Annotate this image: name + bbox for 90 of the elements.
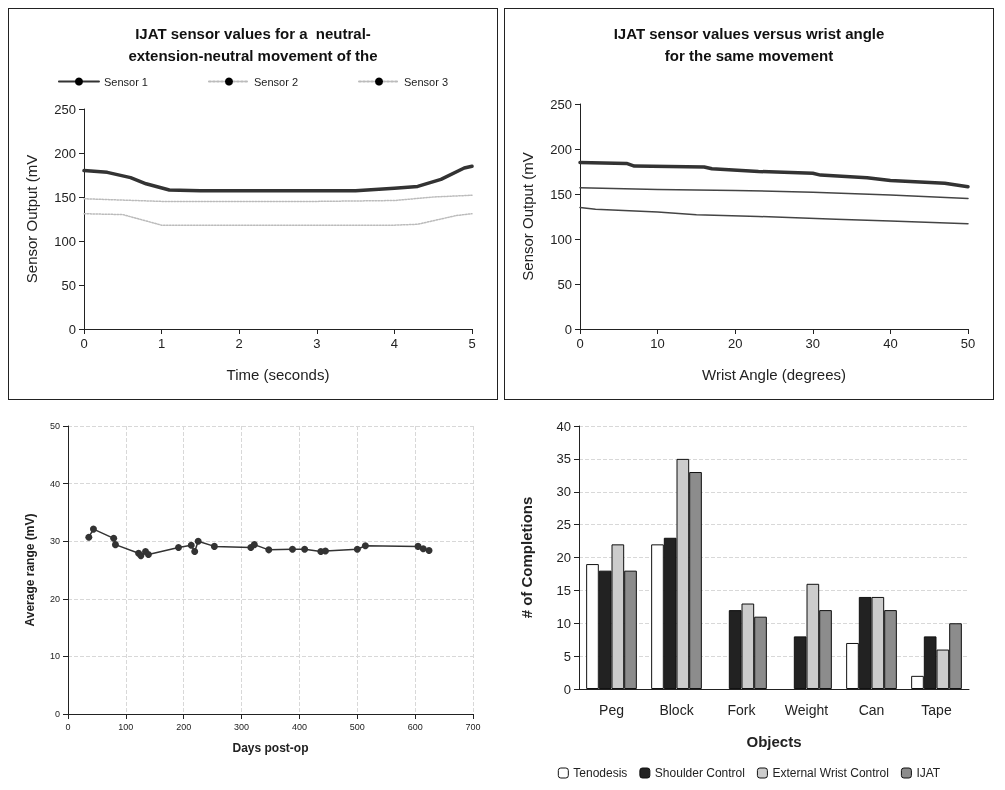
legend-label: Shoulder Control xyxy=(654,766,745,780)
y-tick-label: 40 xyxy=(556,418,571,434)
x-tick-label: 10 xyxy=(650,336,665,351)
x-tick-label: 100 xyxy=(118,721,134,732)
x-tick-label: 2 xyxy=(235,336,243,351)
x-tick-label: 20 xyxy=(727,336,743,351)
y-tick-label: 10 xyxy=(556,615,571,631)
y-tick-label: 50 xyxy=(61,277,76,293)
x-tick-label: Tape xyxy=(921,702,952,718)
legend-label: Tenodesis xyxy=(573,766,628,780)
y-tick-label: 250 xyxy=(550,96,572,112)
x-axis-title: Days post-op xyxy=(232,741,309,755)
x-tick-label: 300 xyxy=(234,721,250,732)
point xyxy=(288,545,296,553)
y-tick-label: 15 xyxy=(556,582,571,598)
y-tick-label: 250 xyxy=(54,101,76,117)
y-axis-title: Sensor Output (mV xyxy=(23,154,40,284)
y-tick-label: 0 xyxy=(564,321,572,337)
point xyxy=(175,544,183,552)
y-tick-label: 30 xyxy=(556,484,571,500)
y-tick-label: 20 xyxy=(49,593,60,604)
point xyxy=(85,533,93,541)
y-tick-label: 100 xyxy=(54,233,76,249)
x-tick-label: 4 xyxy=(390,336,399,351)
legend-label: IJAT xyxy=(916,766,941,780)
point xyxy=(191,548,199,556)
y-tick-label: 50 xyxy=(557,276,572,292)
line-series xyxy=(579,206,969,225)
point xyxy=(361,542,369,550)
legend-label: External Wrist Control xyxy=(772,766,889,780)
line-series xyxy=(83,194,473,203)
x-tick-label: 600 xyxy=(407,721,423,732)
y-axis-title: # of Completions xyxy=(518,496,535,619)
y-tick-label: 200 xyxy=(54,145,76,161)
x-axis-title: Objects xyxy=(746,733,802,750)
x-tick-label: 700 xyxy=(465,721,481,732)
x-tick-label: 500 xyxy=(349,721,365,732)
y-tick-label: 150 xyxy=(550,186,572,202)
legend-label: Sensor 1 xyxy=(103,75,148,88)
x-tick-label: Peg xyxy=(599,702,624,718)
y-axis-title: Sensor Output (mV xyxy=(519,152,536,281)
x-tick-label: Fork xyxy=(727,702,757,718)
y-tick-label: 40 xyxy=(49,478,60,489)
y-tick-label: 35 xyxy=(556,451,571,467)
legend-label: Sensor 3 xyxy=(404,75,449,88)
line-series xyxy=(579,186,969,200)
chart-title: IJAT sensor values versus wrist angle for the same movement xyxy=(613,24,885,64)
x-tick-label: 0 xyxy=(576,336,584,351)
x-tick-label: Weight xyxy=(784,702,829,718)
x-tick-label: 200 xyxy=(176,721,192,732)
x-tick-label: 0 xyxy=(80,336,88,351)
y-tick-label: 10 xyxy=(49,651,60,662)
y-tick-label: 0 xyxy=(563,681,571,697)
y-tick-label: 150 xyxy=(54,189,76,205)
point xyxy=(353,545,361,553)
point xyxy=(89,525,97,533)
x-tick-label: 1 xyxy=(157,336,166,351)
point xyxy=(265,546,273,554)
y-tick-label: 25 xyxy=(556,517,571,533)
x-tick-label: 5 xyxy=(468,336,476,351)
legend-label: Sensor 2 xyxy=(253,75,299,88)
line-series xyxy=(82,164,474,193)
x-tick-label: 3 xyxy=(313,336,321,351)
point xyxy=(301,545,309,553)
y-tick-label: 5 xyxy=(563,648,571,664)
y-tick-label: 200 xyxy=(550,141,572,157)
chart-title: IJAT sensor values for a neutral- extension-neutral movement of the xyxy=(128,24,378,64)
x-tick-label: 30 xyxy=(805,336,821,351)
y-tick-label: 100 xyxy=(550,231,572,247)
point xyxy=(194,537,202,545)
x-axis-title: Wrist Angle (degrees) xyxy=(702,366,846,383)
x-tick-label: Can xyxy=(858,702,885,718)
point xyxy=(419,545,427,553)
x-tick-label: Block xyxy=(659,702,695,718)
y-tick-label: 30 xyxy=(49,536,60,547)
point xyxy=(187,541,195,549)
x-tick-label: 50 xyxy=(960,336,976,351)
x-tick-label: 400 xyxy=(291,721,307,732)
point xyxy=(111,541,119,549)
y-tick-label: 50 xyxy=(49,421,60,431)
point xyxy=(110,534,118,542)
x-tick-label: 40 xyxy=(883,336,898,351)
line-series xyxy=(83,212,473,226)
y-axis-title: Average range (mV) xyxy=(23,513,37,627)
line-series xyxy=(578,160,970,189)
point xyxy=(425,546,433,554)
y-tick-label: 0 xyxy=(68,321,76,337)
point xyxy=(210,542,218,550)
x-axis-title: Time (seconds) xyxy=(226,366,330,383)
y-tick-label: 20 xyxy=(556,550,571,565)
